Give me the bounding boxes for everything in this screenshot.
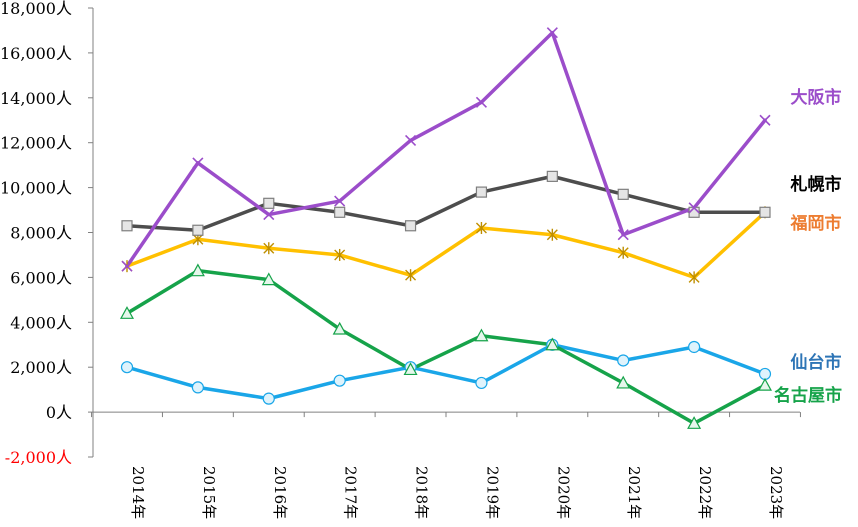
x-tick-label: 2020年: [554, 466, 572, 519]
x-tick-label: 2021年: [625, 466, 643, 519]
x-tick-label: 2015年: [200, 466, 218, 519]
data-point-square: [334, 206, 346, 218]
data-point-triangle: [545, 337, 560, 351]
series-line-5: [125, 268, 767, 426]
data-point-circle: [333, 374, 346, 387]
series-line-3: [125, 210, 767, 280]
data-point-x: [759, 114, 771, 126]
series-line-2: [125, 174, 767, 233]
data-point-triangle: [474, 328, 489, 342]
data-point-asterisk: [617, 246, 629, 259]
y-tick-label: 8,000人: [10, 224, 72, 243]
y-tick-label: 6,000人: [10, 268, 72, 287]
series-line-4: [125, 343, 767, 401]
data-point-triangle: [119, 306, 135, 319]
x-tick-label: 2017年: [342, 466, 360, 519]
x-tick-label: 2014年: [129, 466, 147, 519]
data-point-x: [404, 134, 417, 147]
series-label: 名古屋市: [774, 385, 842, 406]
y-tick-label: 2,000人: [10, 358, 72, 377]
y-tick-label: 0人: [46, 403, 72, 422]
data-point-x: [192, 157, 204, 169]
x-tick-label: 2016年: [271, 466, 289, 519]
x-tick-label: 2022年: [696, 466, 714, 519]
data-point-asterisk: [475, 222, 487, 235]
data-point-asterisk: [688, 271, 700, 284]
data-point-square: [192, 224, 204, 236]
data-point-square: [121, 220, 133, 232]
data-point-x: [617, 229, 629, 241]
data-point-x: [546, 27, 558, 39]
data-point-circle: [758, 367, 772, 381]
data-point-circle: [688, 340, 701, 354]
series-label: 札幌市: [790, 174, 842, 195]
data-point-triangle: [190, 263, 205, 277]
data-point-x: [475, 96, 488, 108]
series-lines: [125, 30, 767, 426]
data-point-square: [759, 206, 771, 218]
data-point-asterisk: [546, 228, 558, 241]
x-axis-ticks: 2014年 2015年 2016年 2017年 2018年 2019年 2020年 2021年…: [91, 412, 801, 519]
y-tick-label: 10,000人: [0, 179, 72, 198]
series-markers: [119, 27, 773, 429]
data-point-asterisk: [263, 242, 275, 255]
data-point-triangle: [687, 416, 702, 429]
data-point-square: [263, 197, 275, 209]
data-point-circle: [617, 354, 630, 367]
x-tick-label: 2018年: [413, 466, 431, 519]
data-point-x: [263, 208, 275, 221]
series-line-1: [125, 30, 767, 268]
data-point-triangle: [332, 321, 347, 335]
data-point-triangle: [757, 377, 773, 391]
data-point-x: [688, 202, 700, 214]
data-point-square: [404, 220, 417, 232]
x-tick-label: 2019年: [483, 466, 501, 519]
series-label: 大阪市: [791, 87, 842, 108]
y-tick-label: 14,000人: [0, 89, 72, 108]
data-point-x: [121, 260, 133, 272]
y-tick-label: 4,000人: [10, 313, 72, 332]
data-point-x: [334, 195, 346, 207]
data-point-triangle: [616, 375, 631, 389]
data-point-circle: [262, 392, 275, 405]
data-point-circle: [191, 381, 204, 394]
data-point-circle: [475, 376, 488, 390]
y-axis-ticks: 18,000人 16,000人 14,000人 12,000人 10,000人 8,000…: [0, 0, 93, 467]
x-tick-label: 2023年: [767, 466, 785, 519]
y-tick-label: 16,000人: [0, 44, 72, 63]
data-point-asterisk: [334, 248, 346, 261]
y-tick-label: 18,000人: [0, 0, 72, 18]
y-tick-label: 12,000人: [0, 134, 72, 153]
series-label: 福岡市: [790, 213, 842, 234]
y-tick-label: -2,000人: [5, 448, 72, 467]
data-point-square: [546, 170, 558, 182]
data-point-square: [617, 188, 629, 200]
series-label: 仙台市: [791, 352, 842, 373]
data-point-asterisk: [405, 269, 417, 282]
data-point-triangle: [403, 362, 418, 376]
data-point-triangle: [261, 272, 276, 286]
data-point-square: [475, 186, 488, 198]
data-point-circle: [120, 361, 134, 374]
